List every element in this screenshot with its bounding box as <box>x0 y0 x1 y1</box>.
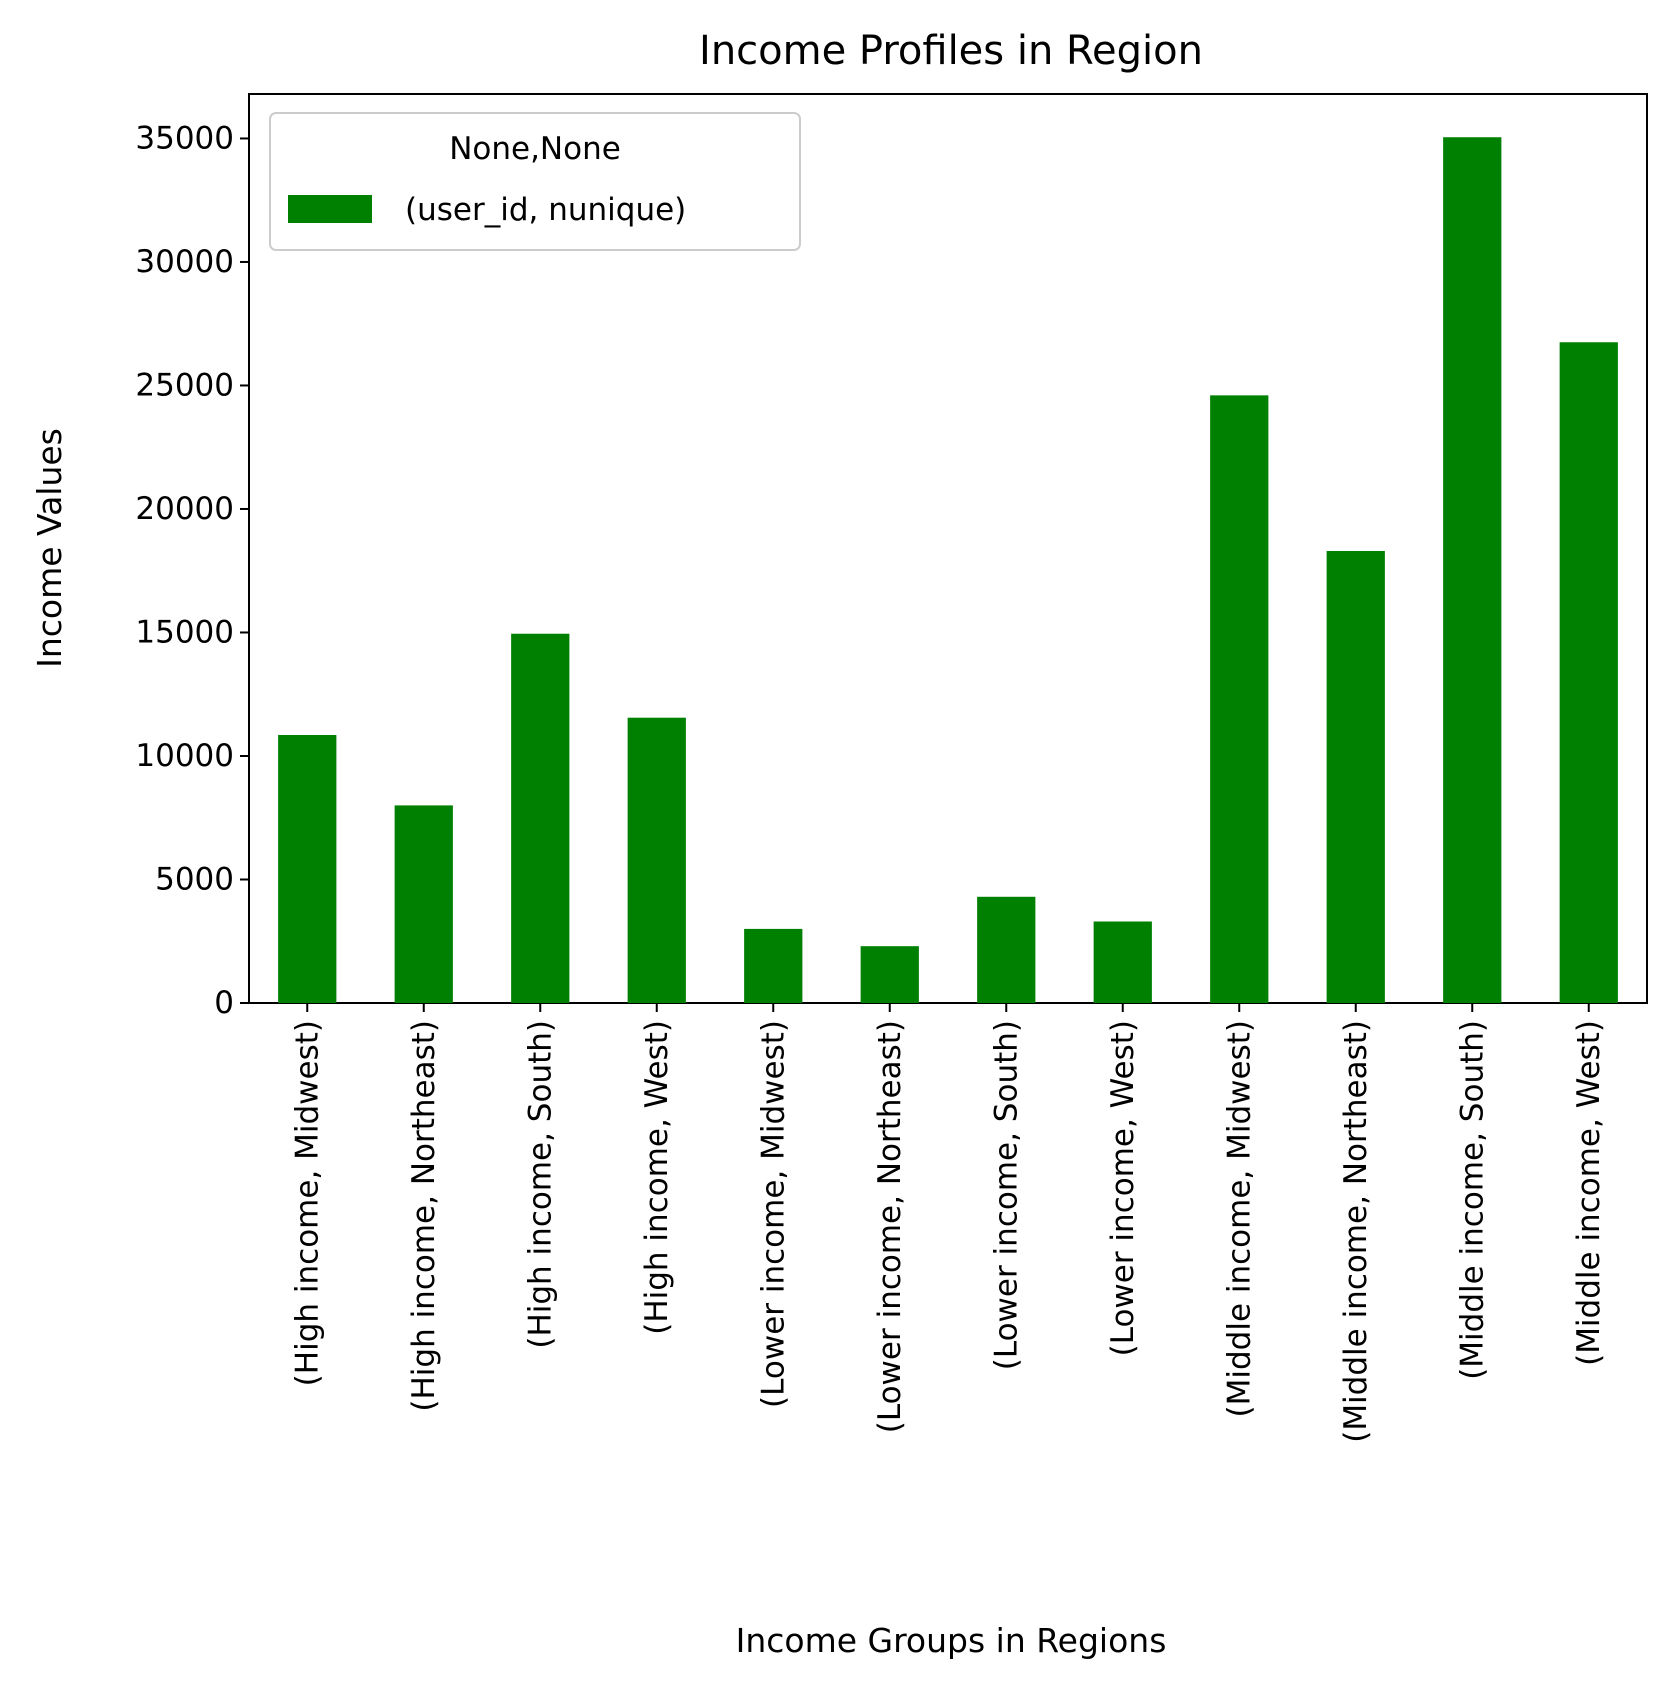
plot-area: 0 5000 10000 15000 20000 25000 30000 35000 (Hig… <box>135 93 1648 1443</box>
legend-series-label: (user_id, nunique) <box>405 192 686 228</box>
legend-title: None,None <box>449 131 621 167</box>
bar-5 <box>860 946 919 1003</box>
x-tick-label-11: (Middle income, West) <box>1571 1020 1607 1366</box>
y-tick-label-0: 0 <box>214 985 234 1021</box>
y-tick-label-2: 10000 <box>135 738 234 774</box>
legend-swatch <box>288 195 372 223</box>
legend: None,None (user_id, nunique) <box>269 112 801 251</box>
bar-1 <box>394 805 453 1003</box>
y-tick-label-7: 35000 <box>135 120 234 156</box>
plot-frame <box>248 93 1648 1004</box>
x-tick-label-4: (Lower income, Midwest) <box>755 1020 791 1408</box>
x-tick-label-2: (High income, South) <box>522 1020 558 1349</box>
bar-6 <box>977 896 1036 1003</box>
bar-7 <box>1093 921 1152 1003</box>
x-tick-label-8: (Middle income, Midwest) <box>1221 1020 1257 1417</box>
bar-0 <box>278 734 337 1003</box>
x-axis: (High income, Midwest) (High income, Nort… <box>289 1003 1607 1443</box>
x-tick-label-3: (High income, West) <box>639 1020 675 1335</box>
x-tick-label-5: (Lower income, Northeast) <box>872 1020 908 1433</box>
chart-title: Income Profiles in Region <box>699 28 1203 74</box>
y-axis: 0 5000 10000 15000 20000 25000 30000 35000 <box>135 120 249 1021</box>
bars-layer <box>278 137 1618 1004</box>
y-axis-label: Income Values <box>30 428 69 668</box>
x-tick-label-10: (Middle income, South) <box>1454 1020 1490 1380</box>
y-tick-label-5: 25000 <box>135 367 234 403</box>
x-tick-label-0: (High income, Midwest) <box>289 1020 325 1386</box>
y-tick-label-6: 30000 <box>135 244 234 280</box>
x-tick-label-7: (Lower income, West) <box>1105 1020 1141 1356</box>
x-axis-label: Income Groups in Regions <box>736 1621 1167 1660</box>
legend-box <box>269 112 801 251</box>
bar-3 <box>627 717 686 1003</box>
bar-11 <box>1559 342 1618 1003</box>
y-tick-label-1: 5000 <box>155 861 234 897</box>
bar-8 <box>1210 395 1269 1004</box>
bar-4 <box>744 928 803 1003</box>
bar-9 <box>1326 550 1385 1003</box>
x-tick-label-6: (Lower income, South) <box>988 1020 1024 1370</box>
x-tick-label-9: (Middle income, Northeast) <box>1338 1020 1374 1443</box>
bar-2 <box>511 633 570 1003</box>
x-tick-label-1: (High income, Northeast) <box>406 1020 442 1412</box>
bar-10 <box>1443 137 1502 1004</box>
y-tick-label-4: 20000 <box>135 491 234 527</box>
y-tick-label-3: 15000 <box>135 614 234 650</box>
